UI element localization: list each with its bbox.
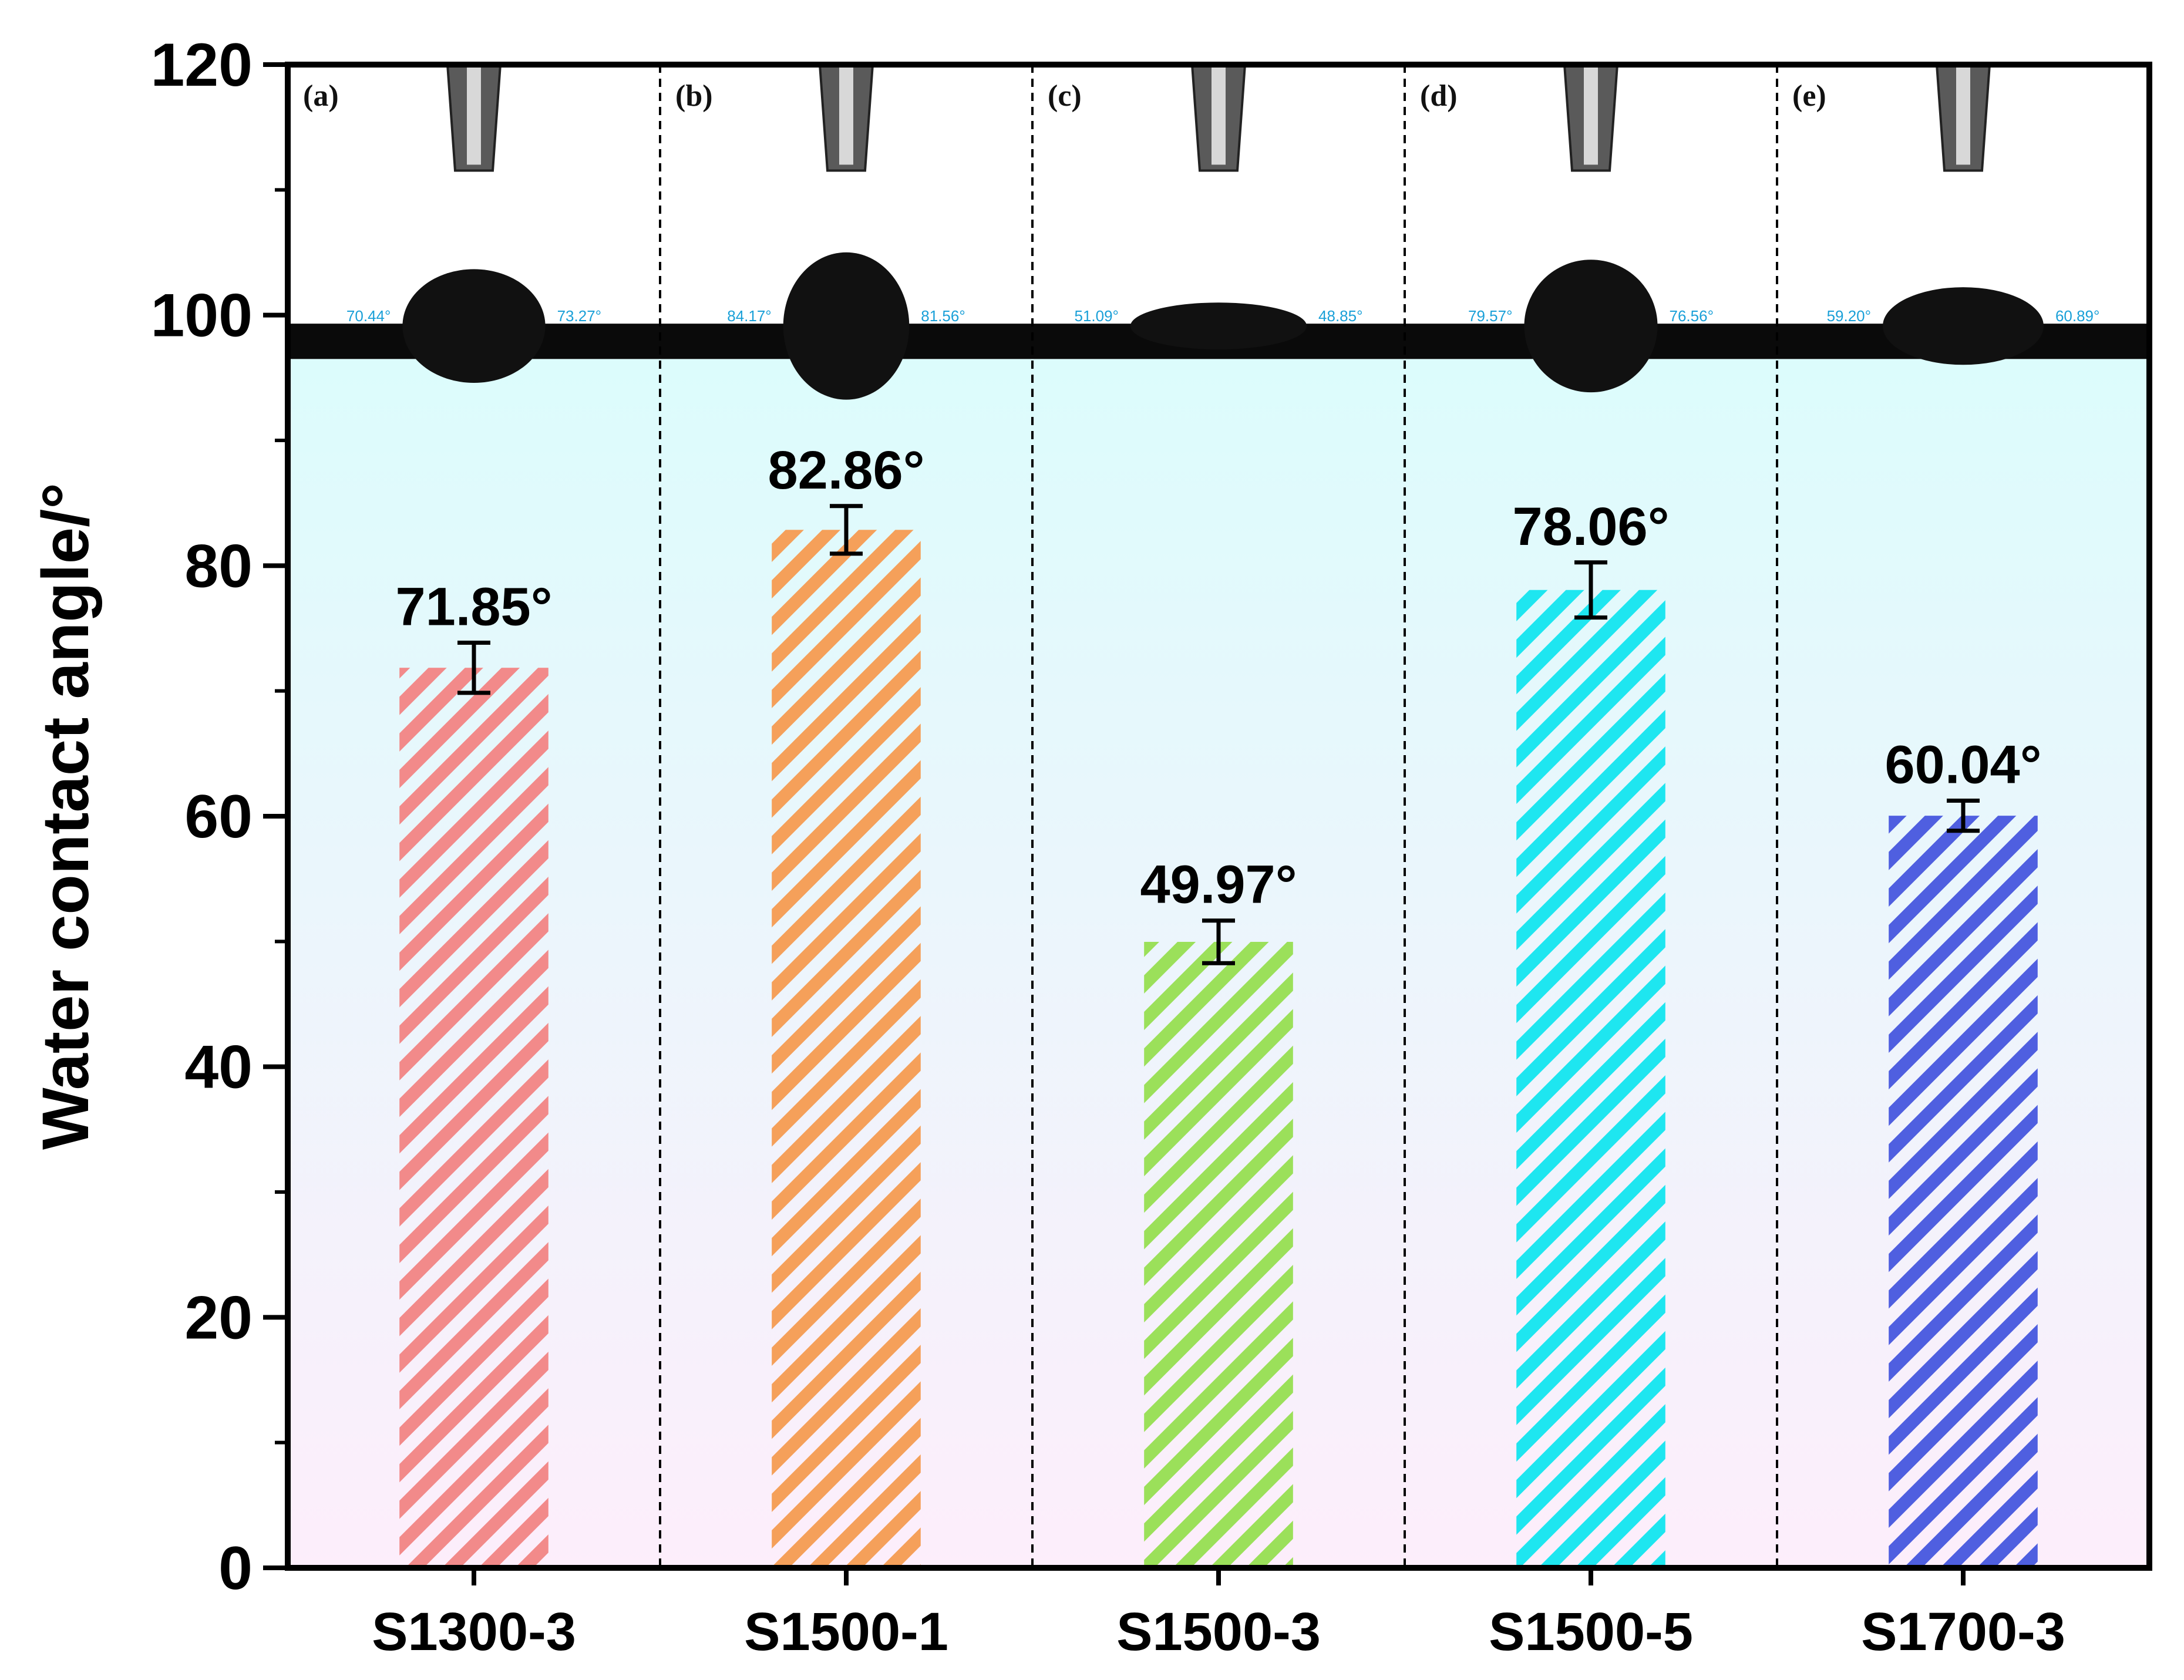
needle-highlight: [839, 65, 853, 165]
bar: [1144, 941, 1293, 1568]
photo-panel-label: (d): [1420, 79, 1458, 113]
x-tick-label: S1500-1: [744, 1602, 948, 1662]
bar-value-label: 78.06°: [1512, 497, 1669, 557]
droplet: [402, 269, 546, 383]
x-tick-label: S1500-3: [1116, 1602, 1321, 1662]
droplet: [1883, 287, 2044, 365]
bar: [1516, 590, 1665, 1568]
photo-panel: (e) 59.20° 60.89°: [1777, 65, 2149, 365]
photo-panel-label: (c): [1048, 79, 1082, 113]
bar-value-label: 82.86°: [768, 440, 924, 500]
needle-highlight: [467, 65, 481, 165]
bar-value-label: 60.04°: [1885, 735, 2041, 795]
left-angle-readout: 84.17°: [727, 307, 771, 325]
right-angle-readout: 76.56°: [1670, 307, 1714, 325]
value-labels: 71.85° 82.86° 49.97° 78.06° 60.04°: [395, 440, 2041, 915]
photo-panel-label: (b): [675, 79, 713, 113]
droplet: [1130, 302, 1307, 350]
bar: [399, 668, 548, 1568]
y-tick-label: 120: [150, 31, 253, 99]
category-separators: [659, 65, 1778, 1568]
left-angle-readout: 79.57°: [1468, 307, 1512, 325]
x-axis: S1300-3 S1500-1 S1500-3 S1500-5 S1700-3: [372, 1568, 2065, 1662]
left-angle-readout: 70.44°: [346, 307, 391, 325]
y-tick-label: 80: [184, 532, 253, 600]
x-tick-label: S1700-3: [1861, 1602, 2065, 1662]
bars: [399, 530, 2038, 1568]
needle-highlight: [1584, 65, 1598, 165]
right-angle-readout: 48.85°: [1318, 307, 1362, 325]
droplet-photos: (a) 70.44° 73.27° (b) 84.17° 81.56° (c) 51.09° 4…: [288, 65, 2149, 400]
right-angle-readout: 81.56°: [921, 307, 965, 325]
y-tick-label: 60: [184, 783, 253, 851]
y-tick-label: 40: [184, 1033, 253, 1102]
right-angle-readout: 73.27°: [557, 307, 601, 325]
bar-value-label: 49.97°: [1140, 855, 1297, 915]
needle-highlight: [1212, 65, 1226, 165]
photo-panel: (a) 70.44° 73.27°: [288, 65, 660, 383]
bar-value-label: 71.85°: [395, 577, 552, 637]
y-tick-label: 0: [218, 1534, 253, 1602]
photo-panel: (c) 51.09° 48.85°: [1032, 65, 1405, 359]
y-axis: 0 20 40 60 80 100 120: [150, 31, 288, 1602]
left-angle-readout: 51.09°: [1074, 307, 1118, 325]
needle-highlight: [1956, 65, 1970, 165]
droplet: [1524, 260, 1658, 393]
y-axis-title: Water contact angle/°: [29, 483, 102, 1150]
photo-panel-label: (a): [303, 79, 339, 113]
x-tick-label: S1300-3: [372, 1602, 576, 1662]
bar: [772, 530, 921, 1568]
droplet: [783, 252, 910, 400]
y-tick-label: 100: [150, 282, 253, 350]
photo-panel-label: (e): [1792, 79, 1826, 113]
bar: [1889, 816, 2038, 1568]
right-angle-readout: 60.89°: [2055, 307, 2099, 325]
photo-panel: (b) 84.17° 81.56°: [660, 65, 1032, 400]
x-tick-label: S1500-5: [1489, 1602, 1693, 1662]
photo-panel: (d) 79.57° 76.56°: [1405, 65, 1777, 393]
left-angle-readout: 59.20°: [1827, 307, 1871, 325]
y-tick-label: 20: [184, 1284, 253, 1352]
error-bars: [457, 504, 1980, 965]
